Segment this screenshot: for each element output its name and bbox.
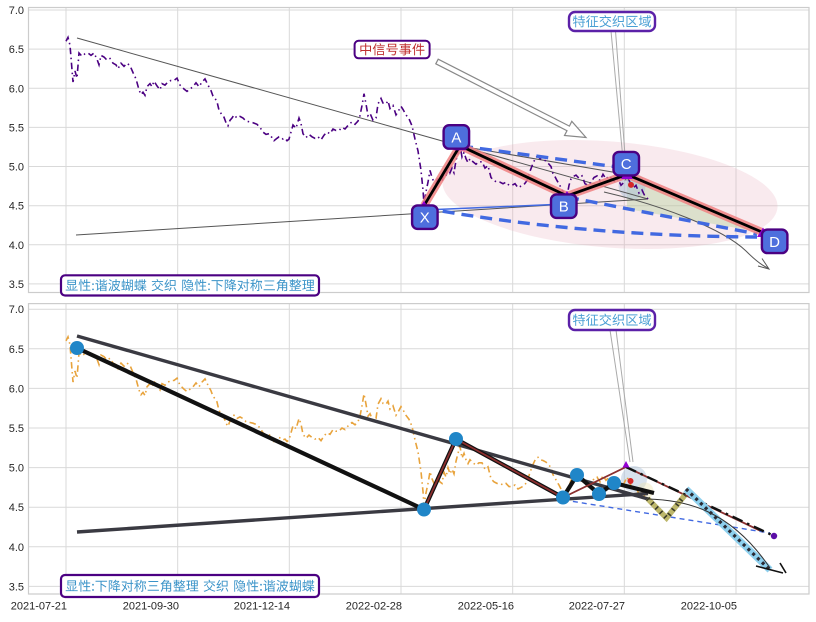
- svg-text:6.5: 6.5: [9, 44, 24, 56]
- svg-text:5.5: 5.5: [9, 122, 24, 134]
- svg-text:4.0: 4.0: [9, 240, 24, 252]
- svg-text:7.0: 7.0: [9, 304, 24, 316]
- svg-text:7.0: 7.0: [9, 5, 24, 17]
- svg-text:2022-10-05: 2022-10-05: [681, 601, 737, 613]
- svg-text:4.5: 4.5: [9, 502, 24, 514]
- svg-text:5.0: 5.0: [9, 162, 24, 174]
- svg-text:C: C: [621, 156, 632, 173]
- svg-text:D: D: [769, 234, 780, 251]
- svg-text:2021-12-14: 2021-12-14: [234, 601, 290, 613]
- svg-text:6.0: 6.0: [9, 83, 24, 95]
- svg-text:2022-05-16: 2022-05-16: [458, 601, 514, 613]
- svg-text:2022-07-27: 2022-07-27: [569, 601, 625, 613]
- svg-text:6.0: 6.0: [9, 383, 24, 395]
- svg-text:3.5: 3.5: [9, 279, 24, 291]
- svg-text:A: A: [451, 130, 461, 147]
- svg-text:B: B: [559, 199, 569, 216]
- svg-text:5.0: 5.0: [9, 463, 24, 475]
- svg-text:2021-07-21: 2021-07-21: [11, 601, 67, 613]
- svg-text:6.5: 6.5: [9, 344, 24, 356]
- svg-text:3.5: 3.5: [9, 581, 24, 593]
- svg-text:5.5: 5.5: [9, 423, 24, 435]
- svg-text:2022-02-28: 2022-02-28: [346, 601, 402, 613]
- svg-text:2021-09-30: 2021-09-30: [123, 601, 179, 613]
- svg-text:4.0: 4.0: [9, 542, 24, 554]
- svg-text:4.5: 4.5: [9, 201, 24, 213]
- svg-text:X: X: [420, 210, 430, 227]
